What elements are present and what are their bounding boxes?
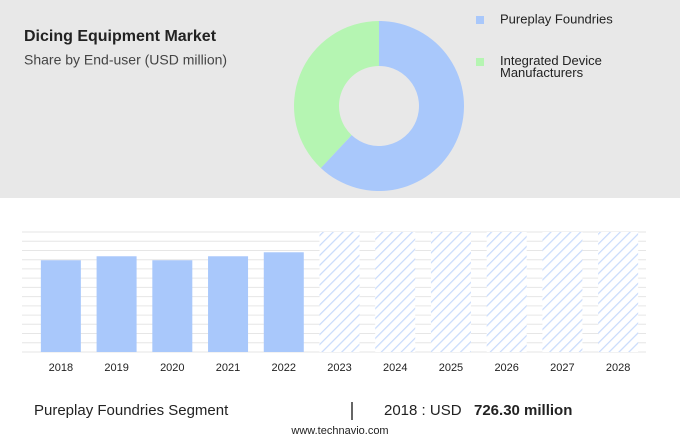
x-tick-label: 2024 xyxy=(383,362,407,374)
legend-label: Pureplay Foundries xyxy=(500,11,613,26)
donut-slice xyxy=(294,21,379,168)
x-tick-label: 2026 xyxy=(494,362,518,374)
legend-swatch xyxy=(476,58,484,66)
forecast-bar xyxy=(319,232,360,352)
bar xyxy=(96,256,137,352)
forecast-bar xyxy=(486,232,527,352)
bar xyxy=(152,260,193,352)
forecast-bar xyxy=(598,232,639,352)
source: www.technavio.com xyxy=(290,425,388,437)
x-tick-label: 2027 xyxy=(550,362,574,374)
x-tick-label: 2023 xyxy=(327,362,351,374)
x-tick-label: 2020 xyxy=(160,362,184,374)
footer-segment: Pureplay Foundries Segment xyxy=(34,402,229,419)
footer-value: 726.30 million xyxy=(474,402,572,419)
x-tick-label: 2019 xyxy=(104,362,128,374)
bar xyxy=(263,252,304,352)
x-tick-label: 2028 xyxy=(606,362,630,374)
x-tick-label: 2021 xyxy=(216,362,240,374)
forecast-bar xyxy=(375,232,416,352)
forecast-bar xyxy=(430,232,471,352)
legend-label: Integrated Device Manufacturers xyxy=(500,53,602,80)
x-tick-label: 2025 xyxy=(439,362,463,374)
bar xyxy=(40,260,81,352)
bar xyxy=(208,256,249,352)
donut-slice xyxy=(320,21,465,192)
footer-label: 2018 : USD xyxy=(384,402,462,419)
chart-title: Dicing Equipment Market xyxy=(24,28,217,45)
legend-swatch xyxy=(476,16,484,24)
x-tick-label: 2022 xyxy=(272,362,296,374)
x-tick-label: 2018 xyxy=(49,362,73,374)
chart-subtitle: Share by End-user (USD million) xyxy=(24,52,227,68)
forecast-bar xyxy=(542,232,583,352)
